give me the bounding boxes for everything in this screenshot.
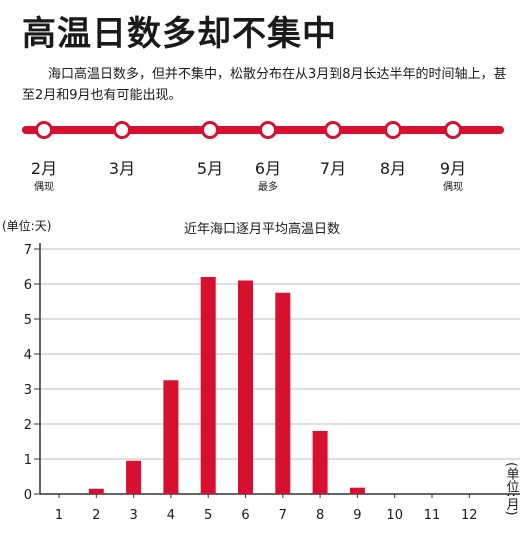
x-tick-label: 9 <box>353 508 361 523</box>
timeline-note: 偶现 <box>34 180 54 193</box>
y-axis-label: (单位:天) <box>2 218 51 233</box>
bar <box>349 487 365 494</box>
timeline-month-label: 3月 <box>109 159 135 178</box>
bar <box>200 277 216 494</box>
bar <box>275 292 291 494</box>
y-tick-label: 2 <box>24 418 32 433</box>
timeline-dot <box>444 121 462 139</box>
timeline-month-label: 9月 <box>440 159 466 178</box>
x-tick-label: 2 <box>92 508 100 523</box>
timeline-month-label: 8月 <box>380 159 406 178</box>
bar <box>238 280 253 494</box>
timeline-dot <box>259 121 277 139</box>
x-tick-label: 3 <box>129 508 137 523</box>
y-tick-label: 6 <box>24 278 32 293</box>
y-tick-label: 1 <box>24 453 32 468</box>
timeline-dot <box>384 121 402 139</box>
timeline-dot <box>35 121 53 139</box>
y-tick-label: 7 <box>24 243 32 258</box>
intro-text: 海口高温日数多，但并不集中，松散分布在从3月到8月长达半年的时间轴上，甚至2月和… <box>22 67 507 103</box>
timeline-note: 偶现 <box>443 180 463 193</box>
x-tick-label: 12 <box>461 508 478 523</box>
timeline-note: 最多 <box>258 180 278 193</box>
timeline-dot <box>113 121 131 139</box>
chart-title: 近年海口逐月平均高温日数 <box>184 221 340 237</box>
x-tick-label: 6 <box>241 508 249 523</box>
y-tick-label: 3 <box>24 383 32 398</box>
headline: 高温日数多却不集中 <box>22 14 337 54</box>
x-tick-label: 8 <box>316 508 324 523</box>
x-axis-label: (单位:月) <box>504 462 520 516</box>
x-tick-label: 10 <box>386 508 403 523</box>
y-tick-label: 5 <box>24 313 32 328</box>
y-tick-label: 4 <box>24 348 32 363</box>
x-tick-label: 11 <box>424 508 441 523</box>
x-tick-label: 1 <box>55 508 63 523</box>
x-tick-label: 5 <box>204 508 212 523</box>
bar <box>312 431 328 494</box>
timeline-month-label: 5月 <box>197 159 223 178</box>
timeline-month-label: 6月 <box>255 159 281 178</box>
y-tick-label: 0 <box>24 488 32 503</box>
timeline-month-label: 7月 <box>320 159 346 178</box>
x-tick-label: 7 <box>279 508 287 523</box>
timeline-dot <box>324 121 342 139</box>
timeline-month-label: 2月 <box>31 159 57 178</box>
bar <box>126 460 142 494</box>
bar <box>88 488 104 494</box>
bar <box>163 380 179 494</box>
x-tick-label: 4 <box>167 508 175 523</box>
timeline-dot <box>201 121 219 139</box>
